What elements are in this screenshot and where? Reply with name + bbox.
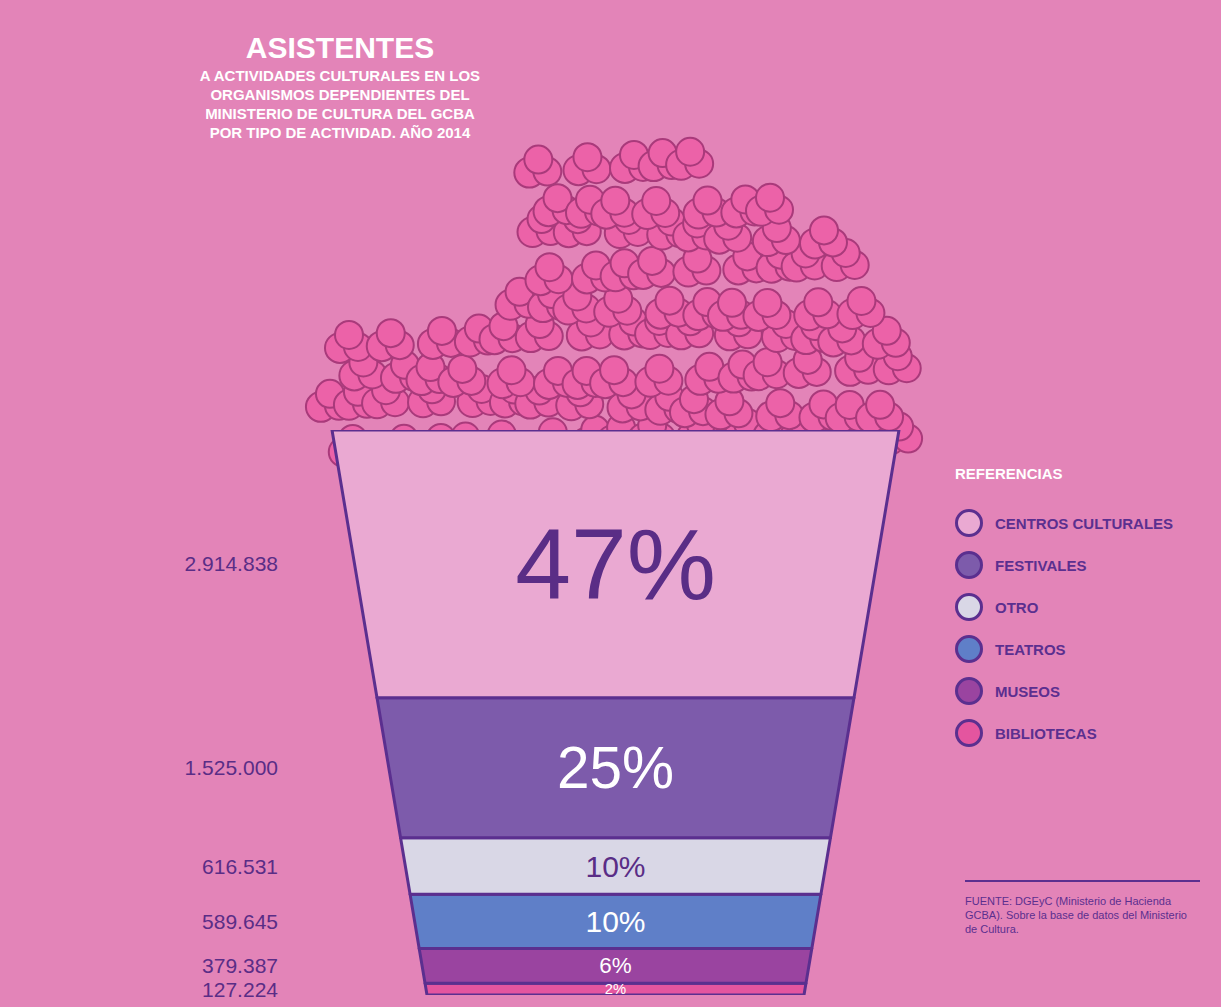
svg-text:589.645: 589.645 [202,910,278,933]
svg-text:1.525.000: 1.525.000 [185,756,278,779]
html-text:A ACTIVIDADES CULTURALES EN LO: A ACTIVIDADES CULTURALES EN LOS ORGANISM… [199,67,481,141]
svg-text:127.224: 127.224 [202,978,278,1001]
html-text:OTRO: OTRO [995,598,1039,616]
svg-text:616.531: 616.531 [202,855,278,878]
html-text:CENTROS CULTURALES: CENTROS CULTURALES [995,514,1174,532]
svg-text:2%: 2% [605,981,626,997]
html-text:FESTIVALES: FESTIVALES [995,556,1087,574]
html-text:ASISTENTES: ASISTENTES [245,31,435,64]
html-text:TEATROS: TEATROS [995,640,1066,658]
svg-text:10%: 10% [585,905,645,938]
svg-text:379.387: 379.387 [202,954,278,977]
svg-text:47%: 47% [515,508,716,620]
svg-text:2.914.838: 2.914.838 [185,552,278,575]
svg-text:25%: 25% [557,735,674,800]
html-text:MUSEOS: MUSEOS [995,682,1060,700]
html-text:REFERENCIAS: REFERENCIAS [955,465,1063,482]
svg-text:6%: 6% [599,953,631,978]
svg-text:10%: 10% [585,850,645,883]
html-text:BIBLIOTECAS: BIBLIOTECAS [995,724,1097,742]
html-text:FUENTE: DGEyC (Ministerio de H: FUENTE: DGEyC (Ministerio de Hacienda GC… [965,895,1187,935]
